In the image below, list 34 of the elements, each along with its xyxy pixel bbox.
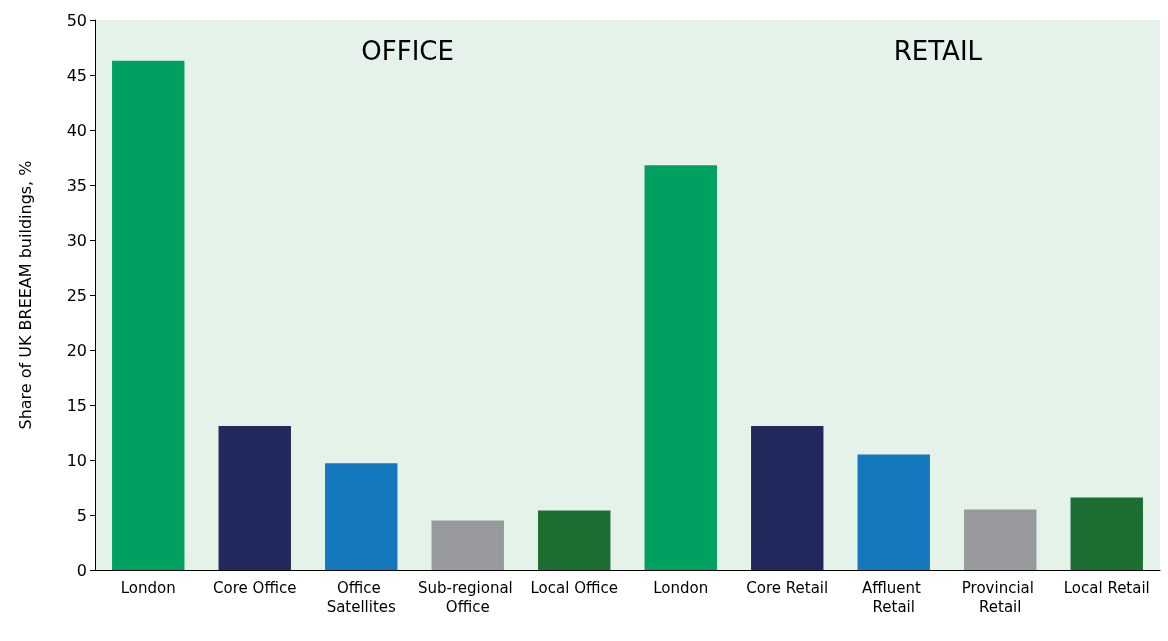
bar (112, 60, 185, 570)
x-tick-label: London (653, 578, 709, 597)
bar (325, 463, 398, 570)
bar (1070, 497, 1143, 570)
y-tick-label: 45 (66, 65, 87, 85)
bar (218, 425, 291, 570)
y-tick-label: 40 (66, 120, 87, 140)
y-tick-label: 50 (66, 10, 87, 30)
y-tick-label: 10 (66, 450, 87, 470)
y-tick-label: 25 (66, 285, 87, 305)
bar (964, 509, 1037, 570)
x-tick-label: Core Office (213, 578, 297, 597)
y-tick-label: 5 (76, 505, 87, 525)
y-tick-label: 0 (76, 560, 87, 580)
x-tick-label: Sub-regional Office (417, 578, 518, 616)
y-tick-label: 20 (66, 340, 87, 360)
bar (751, 425, 824, 570)
x-tick-label: Core Retail (746, 578, 829, 597)
x-tick-label: London (120, 578, 176, 597)
x-tick-label: Office Satellites (326, 578, 397, 616)
y-tick-label: 35 (66, 175, 87, 195)
annotation: OFFICE (361, 36, 454, 66)
bar (857, 454, 930, 570)
x-tick-label: Provincial Retail (961, 578, 1039, 616)
x-tick-label: Local Retail (1063, 578, 1150, 597)
bar (644, 165, 717, 570)
y-axis-title: Share of UK BREEAM buildings, % (15, 160, 35, 430)
bar (538, 510, 611, 570)
x-tick-label: Affluent Retail (861, 578, 926, 616)
x-tick-label: Local Office (530, 578, 618, 597)
annotation: RETAIL (893, 36, 983, 66)
y-tick-label: 30 (66, 230, 87, 250)
bar (431, 520, 504, 570)
y-tick-label: 15 (66, 395, 87, 415)
